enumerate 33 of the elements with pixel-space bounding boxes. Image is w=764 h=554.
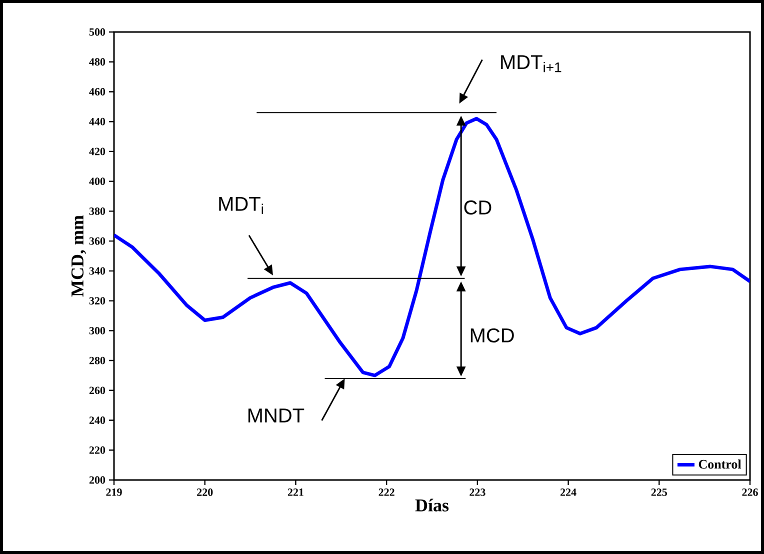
line-series [114, 116, 750, 378]
y-tick-label: 460 [89, 88, 106, 96]
y-tick-label: 200 [89, 476, 106, 484]
y-tick-label: 340 [89, 267, 106, 275]
x-tick-label: 222 [378, 488, 394, 496]
y-tick-label: 320 [89, 297, 106, 305]
y-tick-label: 480 [89, 58, 106, 66]
annotation: MNDT [248, 408, 304, 422]
y-tick-label: 240 [89, 416, 106, 424]
x-tick-label: 220 [197, 488, 213, 496]
x-tick-label: 226 [742, 488, 758, 496]
y-tick-label: 220 [89, 446, 106, 454]
y-tick-label: 300 [89, 326, 106, 334]
y-tick-label: 440 [89, 118, 106, 126]
x-tick-label: 221 [288, 488, 304, 496]
y-tick-label: 380 [89, 207, 106, 215]
annotation: MDT$_{i+1}$ [501, 55, 562, 72]
x-tick-label: 223 [470, 488, 486, 496]
y-tick-label: 280 [89, 356, 106, 364]
y-tick-label: 420 [89, 148, 106, 156]
x-axis-title: Días [415, 498, 449, 512]
y-tick-label: 400 [89, 178, 106, 186]
y-tick-label: 360 [89, 237, 106, 245]
y-tick-label: 500 [89, 28, 106, 36]
y-axis-title: MCD, mm [71, 215, 86, 297]
annotation: MCD [470, 328, 514, 343]
legend-label: Control [698, 460, 742, 469]
y-tick-label: 260 [89, 386, 106, 394]
x-tick-label: 224 [560, 488, 576, 496]
x-tick-label: 219 [106, 488, 122, 496]
annotation: MDT$_{i}$ [219, 196, 264, 214]
x-tick-label: 225 [651, 488, 667, 496]
annotation: CD [464, 200, 492, 215]
